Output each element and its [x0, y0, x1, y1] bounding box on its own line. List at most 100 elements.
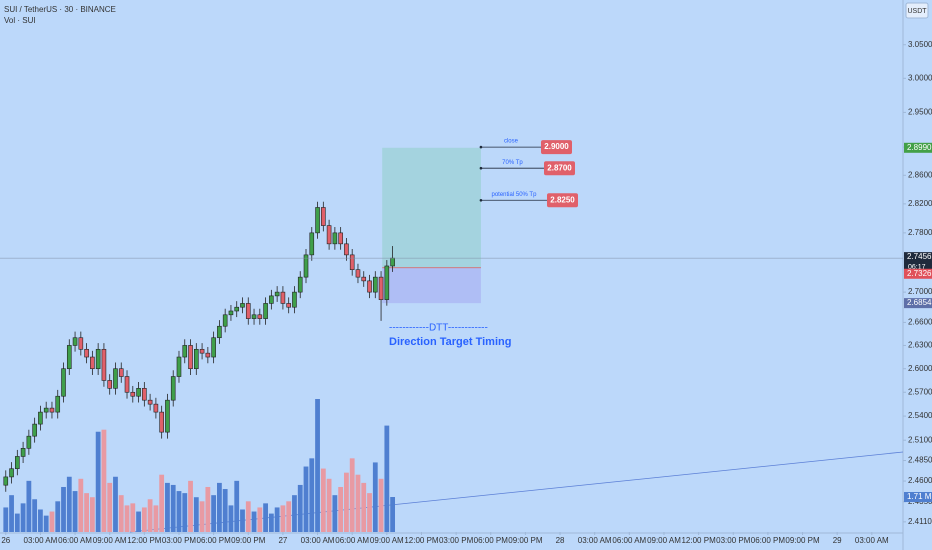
volume-bar [344, 472, 349, 532]
volume-bar [3, 507, 9, 532]
countdown: 06:17 [908, 264, 926, 271]
price-tag [904, 142, 932, 153]
volume-bar [234, 480, 240, 532]
x-tick-label: 09:00 AM [647, 536, 681, 545]
volume-bar [384, 425, 390, 532]
volume-bar [303, 466, 309, 532]
candle-body [303, 254, 309, 278]
candle-body [32, 423, 37, 437]
x-tick-label: 09:00 AM [93, 536, 127, 545]
stop-zone [382, 267, 481, 304]
volume-bar [89, 497, 95, 532]
volume-bar [349, 458, 355, 532]
price-tag [904, 298, 932, 309]
candle-body [113, 368, 118, 389]
volume-bar [182, 493, 188, 532]
volume-bar [72, 491, 78, 532]
volume-bar [9, 495, 14, 532]
volume-bar [26, 480, 32, 532]
candle-body [26, 435, 32, 449]
candle-body [15, 456, 20, 470]
annotation-text: close [504, 139, 519, 145]
candle-body [269, 295, 274, 304]
volume-bar [20, 503, 26, 532]
candle-body [78, 337, 84, 350]
volume-bar [240, 509, 245, 532]
x-tick-label: 09:00 AM [370, 536, 404, 545]
y-tick-label: 3.0000 [908, 73, 932, 82]
volume-bar [367, 493, 372, 532]
candle-body [43, 407, 49, 413]
volume-bar [372, 462, 378, 532]
candle-body [234, 306, 240, 312]
volume-bar [188, 480, 193, 532]
y-tick-label: 2.4110 [908, 517, 932, 526]
volume-bar [309, 458, 315, 532]
volume-bar [297, 484, 303, 532]
volume-bar [159, 474, 165, 532]
volume-bar [257, 507, 263, 532]
candle-body [263, 303, 268, 319]
y-tick-label: 2.9500 [908, 108, 932, 117]
price-tag-label: 2.7456 [907, 252, 932, 261]
y-tick-label: 2.6600 [908, 318, 932, 327]
x-tick-label: 06:00 AM [58, 536, 92, 545]
y-tick-label: 2.5100 [908, 435, 932, 444]
candle-body [280, 291, 286, 304]
y-tick-label: 2.8600 [908, 170, 932, 179]
volume-bar [211, 495, 217, 532]
annotation-box [541, 140, 572, 155]
price-tag [904, 268, 932, 279]
volume-bar [245, 501, 251, 532]
candle-body [9, 468, 14, 478]
candle-body [274, 291, 280, 297]
x-tick-label: 06:00 PM [751, 536, 786, 545]
volume-bar [378, 478, 384, 532]
candle-body [147, 399, 153, 405]
x-tick-label: 03:00 AM [301, 536, 335, 545]
volume-bar [205, 486, 211, 532]
volume-bar [14, 513, 20, 532]
candle-body [326, 225, 332, 245]
candle-body [344, 243, 349, 256]
volume-bar [332, 495, 338, 532]
candle-body [251, 314, 257, 319]
annotation-dot [479, 145, 483, 149]
candle-body [286, 303, 291, 308]
price-tag [904, 492, 932, 503]
volume-bar [320, 468, 326, 532]
x-tick-label: 12:00 PM [404, 536, 439, 545]
volume-bar [326, 478, 332, 532]
volume-bar [43, 515, 49, 532]
volume-bar [136, 511, 141, 532]
volume-bar [32, 499, 38, 532]
candle-body [95, 348, 101, 370]
candle-body [170, 376, 176, 401]
note: Direction Target Timing [389, 336, 511, 348]
annotation-dot [479, 166, 483, 170]
annotation-dot [479, 198, 483, 202]
candle-body [72, 337, 78, 346]
volume-title: Vol · SUI [4, 16, 36, 25]
candle-body [222, 314, 228, 327]
candle-body [101, 348, 107, 381]
candle-body [49, 407, 55, 413]
volume-bar [199, 501, 205, 532]
candle-body [153, 403, 159, 413]
x-tick-label: 03:00 PM [162, 536, 197, 545]
candle-body [315, 207, 320, 234]
candle-body [3, 476, 9, 486]
chart-title: SUI / TetherUS · 30 · BINANCE [4, 5, 116, 14]
volume-bar [165, 482, 170, 532]
candle-body [378, 276, 384, 300]
note: ------------DTT------------ [389, 323, 488, 334]
currency-box[interactable] [905, 2, 929, 19]
candle-body [321, 207, 326, 226]
y-tick-label: 2.7800 [908, 228, 932, 237]
annotation-box [544, 161, 575, 176]
volume-bar [141, 507, 147, 532]
x-tick-label: 03:00 AM [855, 536, 889, 545]
x-tick-label: 28 [556, 536, 565, 545]
candle-body [390, 257, 395, 267]
candle-body [90, 356, 95, 370]
